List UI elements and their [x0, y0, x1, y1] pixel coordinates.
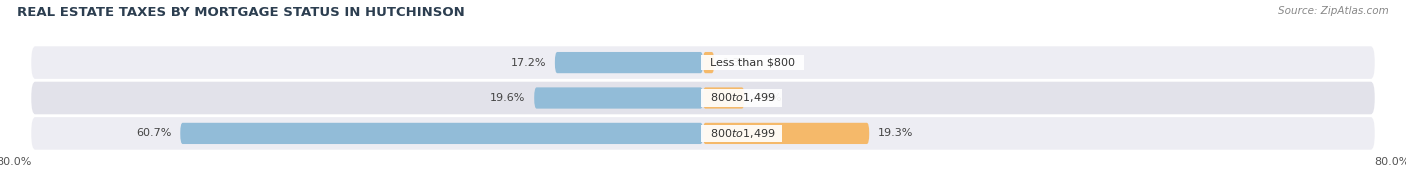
- FancyBboxPatch shape: [703, 52, 714, 73]
- FancyBboxPatch shape: [180, 123, 703, 144]
- FancyBboxPatch shape: [31, 117, 1375, 150]
- FancyBboxPatch shape: [31, 82, 1375, 114]
- FancyBboxPatch shape: [703, 87, 744, 109]
- FancyBboxPatch shape: [555, 52, 703, 73]
- Text: 19.6%: 19.6%: [491, 93, 526, 103]
- Text: REAL ESTATE TAXES BY MORTGAGE STATUS IN HUTCHINSON: REAL ESTATE TAXES BY MORTGAGE STATUS IN …: [17, 6, 464, 19]
- Text: $800 to $1,499: $800 to $1,499: [703, 127, 780, 140]
- Text: 4.8%: 4.8%: [754, 93, 782, 103]
- Text: Source: ZipAtlas.com: Source: ZipAtlas.com: [1278, 6, 1389, 16]
- Text: $800 to $1,499: $800 to $1,499: [703, 92, 780, 104]
- Text: 19.3%: 19.3%: [877, 128, 912, 138]
- Text: 60.7%: 60.7%: [136, 128, 172, 138]
- FancyBboxPatch shape: [31, 46, 1375, 79]
- FancyBboxPatch shape: [534, 87, 703, 109]
- FancyBboxPatch shape: [703, 123, 869, 144]
- Text: Less than $800: Less than $800: [703, 58, 801, 68]
- Text: 1.3%: 1.3%: [723, 58, 751, 68]
- Text: 17.2%: 17.2%: [510, 58, 547, 68]
